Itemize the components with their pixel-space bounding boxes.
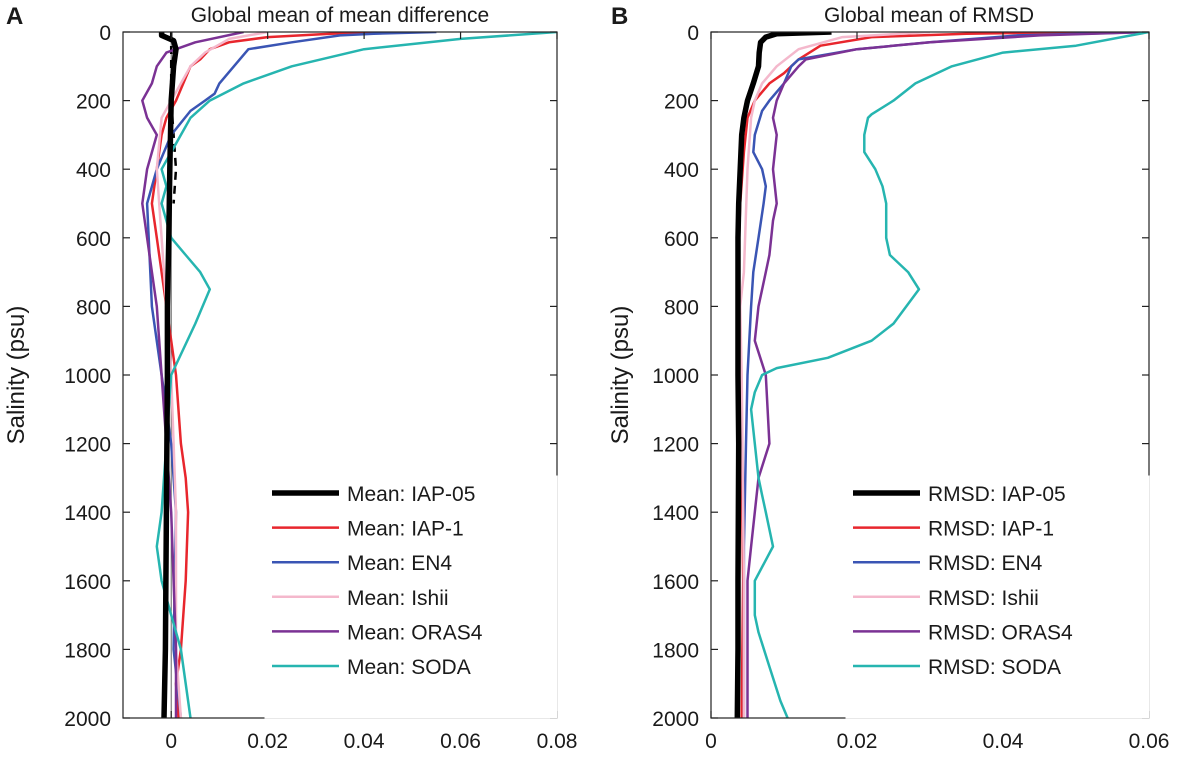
- legend-entry: Mean: SODA: [347, 656, 471, 679]
- series-line-rmsd-soda: [749, 32, 1149, 718]
- panel-label: B: [611, 3, 628, 30]
- legend-entry: RMSD: Ishii: [928, 587, 1039, 610]
- legend-entry: RMSD: ORAS4: [928, 621, 1073, 644]
- legend-entry: Mean: ORAS4: [347, 621, 483, 644]
- y-tick-label: 1000: [652, 365, 699, 388]
- legend-entry: RMSD: EN4: [928, 552, 1043, 575]
- legend-entry: Mean: EN4: [347, 552, 452, 575]
- y-tick-label: 800: [76, 296, 111, 319]
- x-tick-label: 0.02: [247, 730, 288, 753]
- chart-title: Global mean of RMSD: [824, 4, 1034, 27]
- series-line-mean-oras4: [141, 32, 244, 718]
- series-line-mean-en4: [145, 32, 437, 718]
- x-tick-label: 0.04: [983, 730, 1024, 753]
- series-line-mean-iap-05: [158, 32, 179, 718]
- y-axis-label: Salinity (psu): [3, 306, 30, 445]
- series-line-rmsd-oras4: [746, 32, 1149, 718]
- x-tick-label: 0.08: [537, 730, 578, 753]
- y-tick-label: 400: [76, 159, 111, 182]
- x-tick-label: 0.06: [440, 730, 481, 753]
- y-tick-label: 1200: [652, 434, 699, 457]
- legend-entry: RMSD: IAP-05: [928, 483, 1066, 506]
- y-axis-label: Salinity (psu): [607, 306, 634, 445]
- y-tick-label: 1400: [652, 502, 699, 525]
- y-tick-label: 1400: [64, 502, 111, 525]
- series-line-mean-soda: [155, 32, 557, 718]
- legend-entry: Mean: IAP-1: [347, 518, 464, 541]
- legend-entry: RMSD: SODA: [928, 656, 1061, 679]
- legend: RMSD: IAP-05 RMSD: IAP-1 RMSD: EN4 RMSD: Is…: [845, 475, 1150, 719]
- x-tick-label: 0: [165, 730, 177, 753]
- y-tick-label: 1200: [64, 434, 111, 457]
- legend-entry: RMSD: IAP-1: [928, 518, 1054, 541]
- legend-box: [845, 475, 1150, 719]
- y-tick-label: 200: [664, 91, 699, 114]
- legend-entry: Mean: IAP-05: [347, 483, 475, 506]
- y-tick-label: 400: [664, 159, 699, 182]
- plot-lines: [734, 32, 1149, 718]
- panel-label: A: [6, 3, 23, 30]
- y-tick-label: 200: [76, 91, 111, 114]
- y-tick-label: 1000: [64, 365, 111, 388]
- panel-a: A Global mean of mean difference Salinit…: [3, 3, 577, 753]
- y-tick-label: 1800: [652, 639, 699, 662]
- y-tick-label: 1800: [64, 639, 111, 662]
- x-tick-label: 0.04: [344, 730, 385, 753]
- chart-title: Global mean of mean difference: [191, 4, 489, 27]
- y-tick-label: 2000: [64, 708, 111, 731]
- y-tick-label: 2000: [652, 708, 699, 731]
- axes: 0 0.02 0.04 0.06 0 200 400 600 800 1000 1200 1400 16…: [652, 22, 1169, 753]
- legend: Mean: IAP-05 Mean: IAP-1 Mean: EN4 Mean: Is…: [264, 475, 558, 719]
- y-tick-label: 0: [99, 22, 111, 45]
- y-tick-label: 600: [76, 228, 111, 251]
- legend-entry: Mean: Ishii: [347, 587, 449, 610]
- series-line-mean-ishii: [155, 32, 268, 718]
- plot-lines: [141, 32, 557, 718]
- x-tick-label: 0.02: [837, 730, 878, 753]
- panel-b: B Global mean of RMSD Salinity (psu) 0 0.…: [607, 3, 1169, 753]
- x-tick-label: 0: [705, 730, 717, 753]
- x-tick-label: 0.06: [1129, 730, 1170, 753]
- y-tick-label: 1600: [652, 571, 699, 594]
- y-tick-label: 1600: [64, 571, 111, 594]
- y-tick-label: 0: [687, 22, 699, 45]
- series-line-rmsd-iap-05: [734, 32, 832, 718]
- series-line-rmsd-ishii: [738, 32, 931, 718]
- y-tick-label: 600: [664, 228, 699, 251]
- y-tick-label: 800: [664, 296, 699, 319]
